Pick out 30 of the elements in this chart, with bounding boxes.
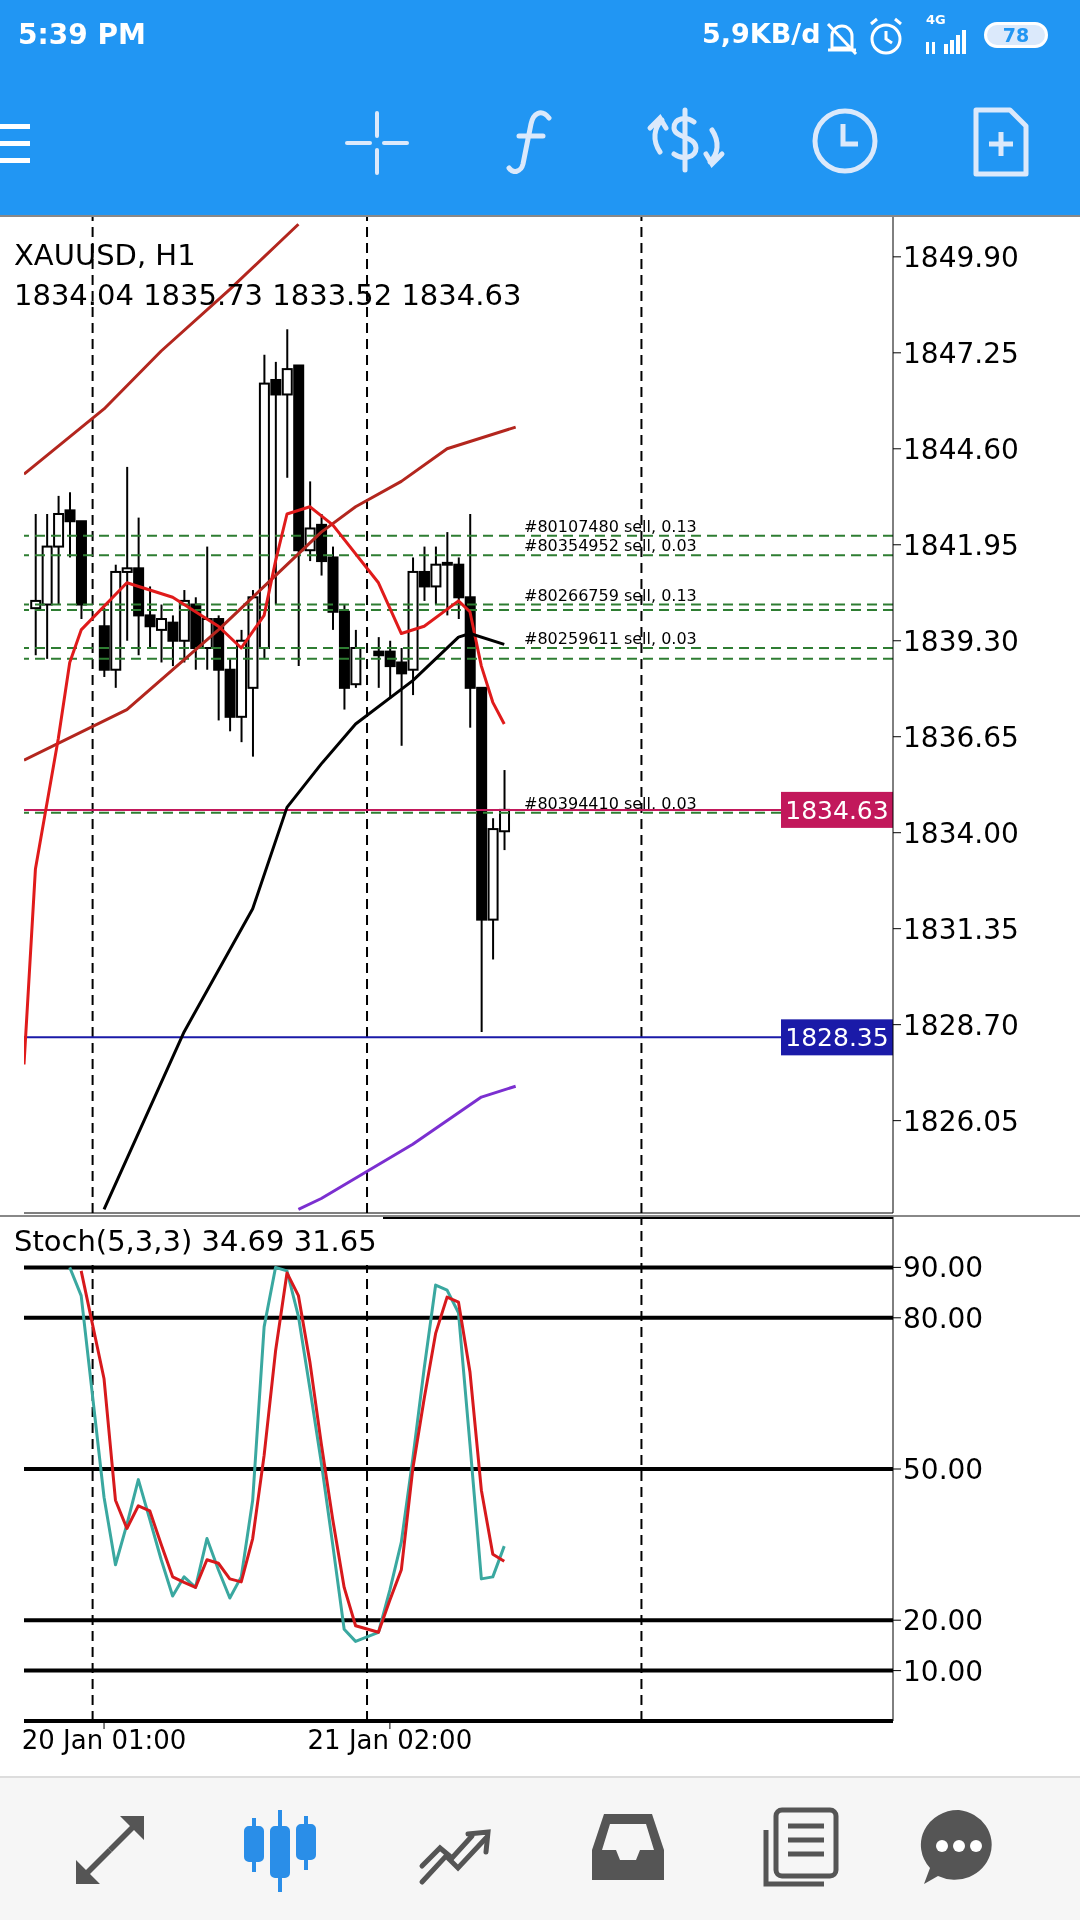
y-tick-label: 1831.35 — [903, 912, 1019, 946]
text: 5,9KB/d — [702, 18, 821, 49]
y-tick-label: 10.00 — [903, 1654, 984, 1688]
y-tick-label: 1828.70 — [903, 1008, 1019, 1042]
x-tick-label: 21 Jan 02:00 — [307, 1725, 473, 1756]
y-tick-label: 1826.05 — [903, 1104, 1019, 1138]
y-tick-label: 90.00 — [903, 1251, 984, 1285]
ref-line-label: #80259611 sell, 0.03 — [524, 629, 697, 648]
y-tick-label: 20.00 — [903, 1604, 984, 1638]
text: 4G — [926, 12, 946, 27]
ref-line-label: #80266759 sell, 0.13 — [524, 585, 697, 605]
y-tick-label: 1834.00 — [903, 816, 1019, 850]
y-tick-label: 1836.65 — [903, 720, 1019, 754]
chart-title: Stoch(5,3,3) 34.69 31.65 — [14, 1223, 377, 1260]
battery-icon: 78 — [984, 22, 1048, 48]
ref-line-label: 1828.35 — [785, 1023, 889, 1053]
text: XAUUSD, H1 — [14, 237, 197, 274]
y-tick-label: 1841.95 — [903, 528, 1019, 562]
ref-line-label: #80394410 sell, 0.03 — [524, 793, 697, 813]
x-tick-label: 20 Jan 01:00 — [21, 1725, 187, 1756]
ref-line-label: 1834.63 — [785, 795, 889, 825]
y-tick-label: 1849.90 — [903, 240, 1019, 274]
y-tick-label: 50.00 — [903, 1452, 984, 1486]
y-tick-label: 80.00 — [903, 1301, 984, 1335]
y-tick-label: 1844.60 — [903, 432, 1019, 466]
ref-line-label: #80354952 sell, 0.03 — [524, 536, 697, 556]
y-tick-label: 1839.30 — [903, 624, 1019, 658]
y-tick-label: 1847.25 — [903, 336, 1019, 370]
ref-line-label: #80107480 sell, 0.13 — [524, 516, 697, 536]
text: 5:39 PM — [18, 18, 146, 51]
